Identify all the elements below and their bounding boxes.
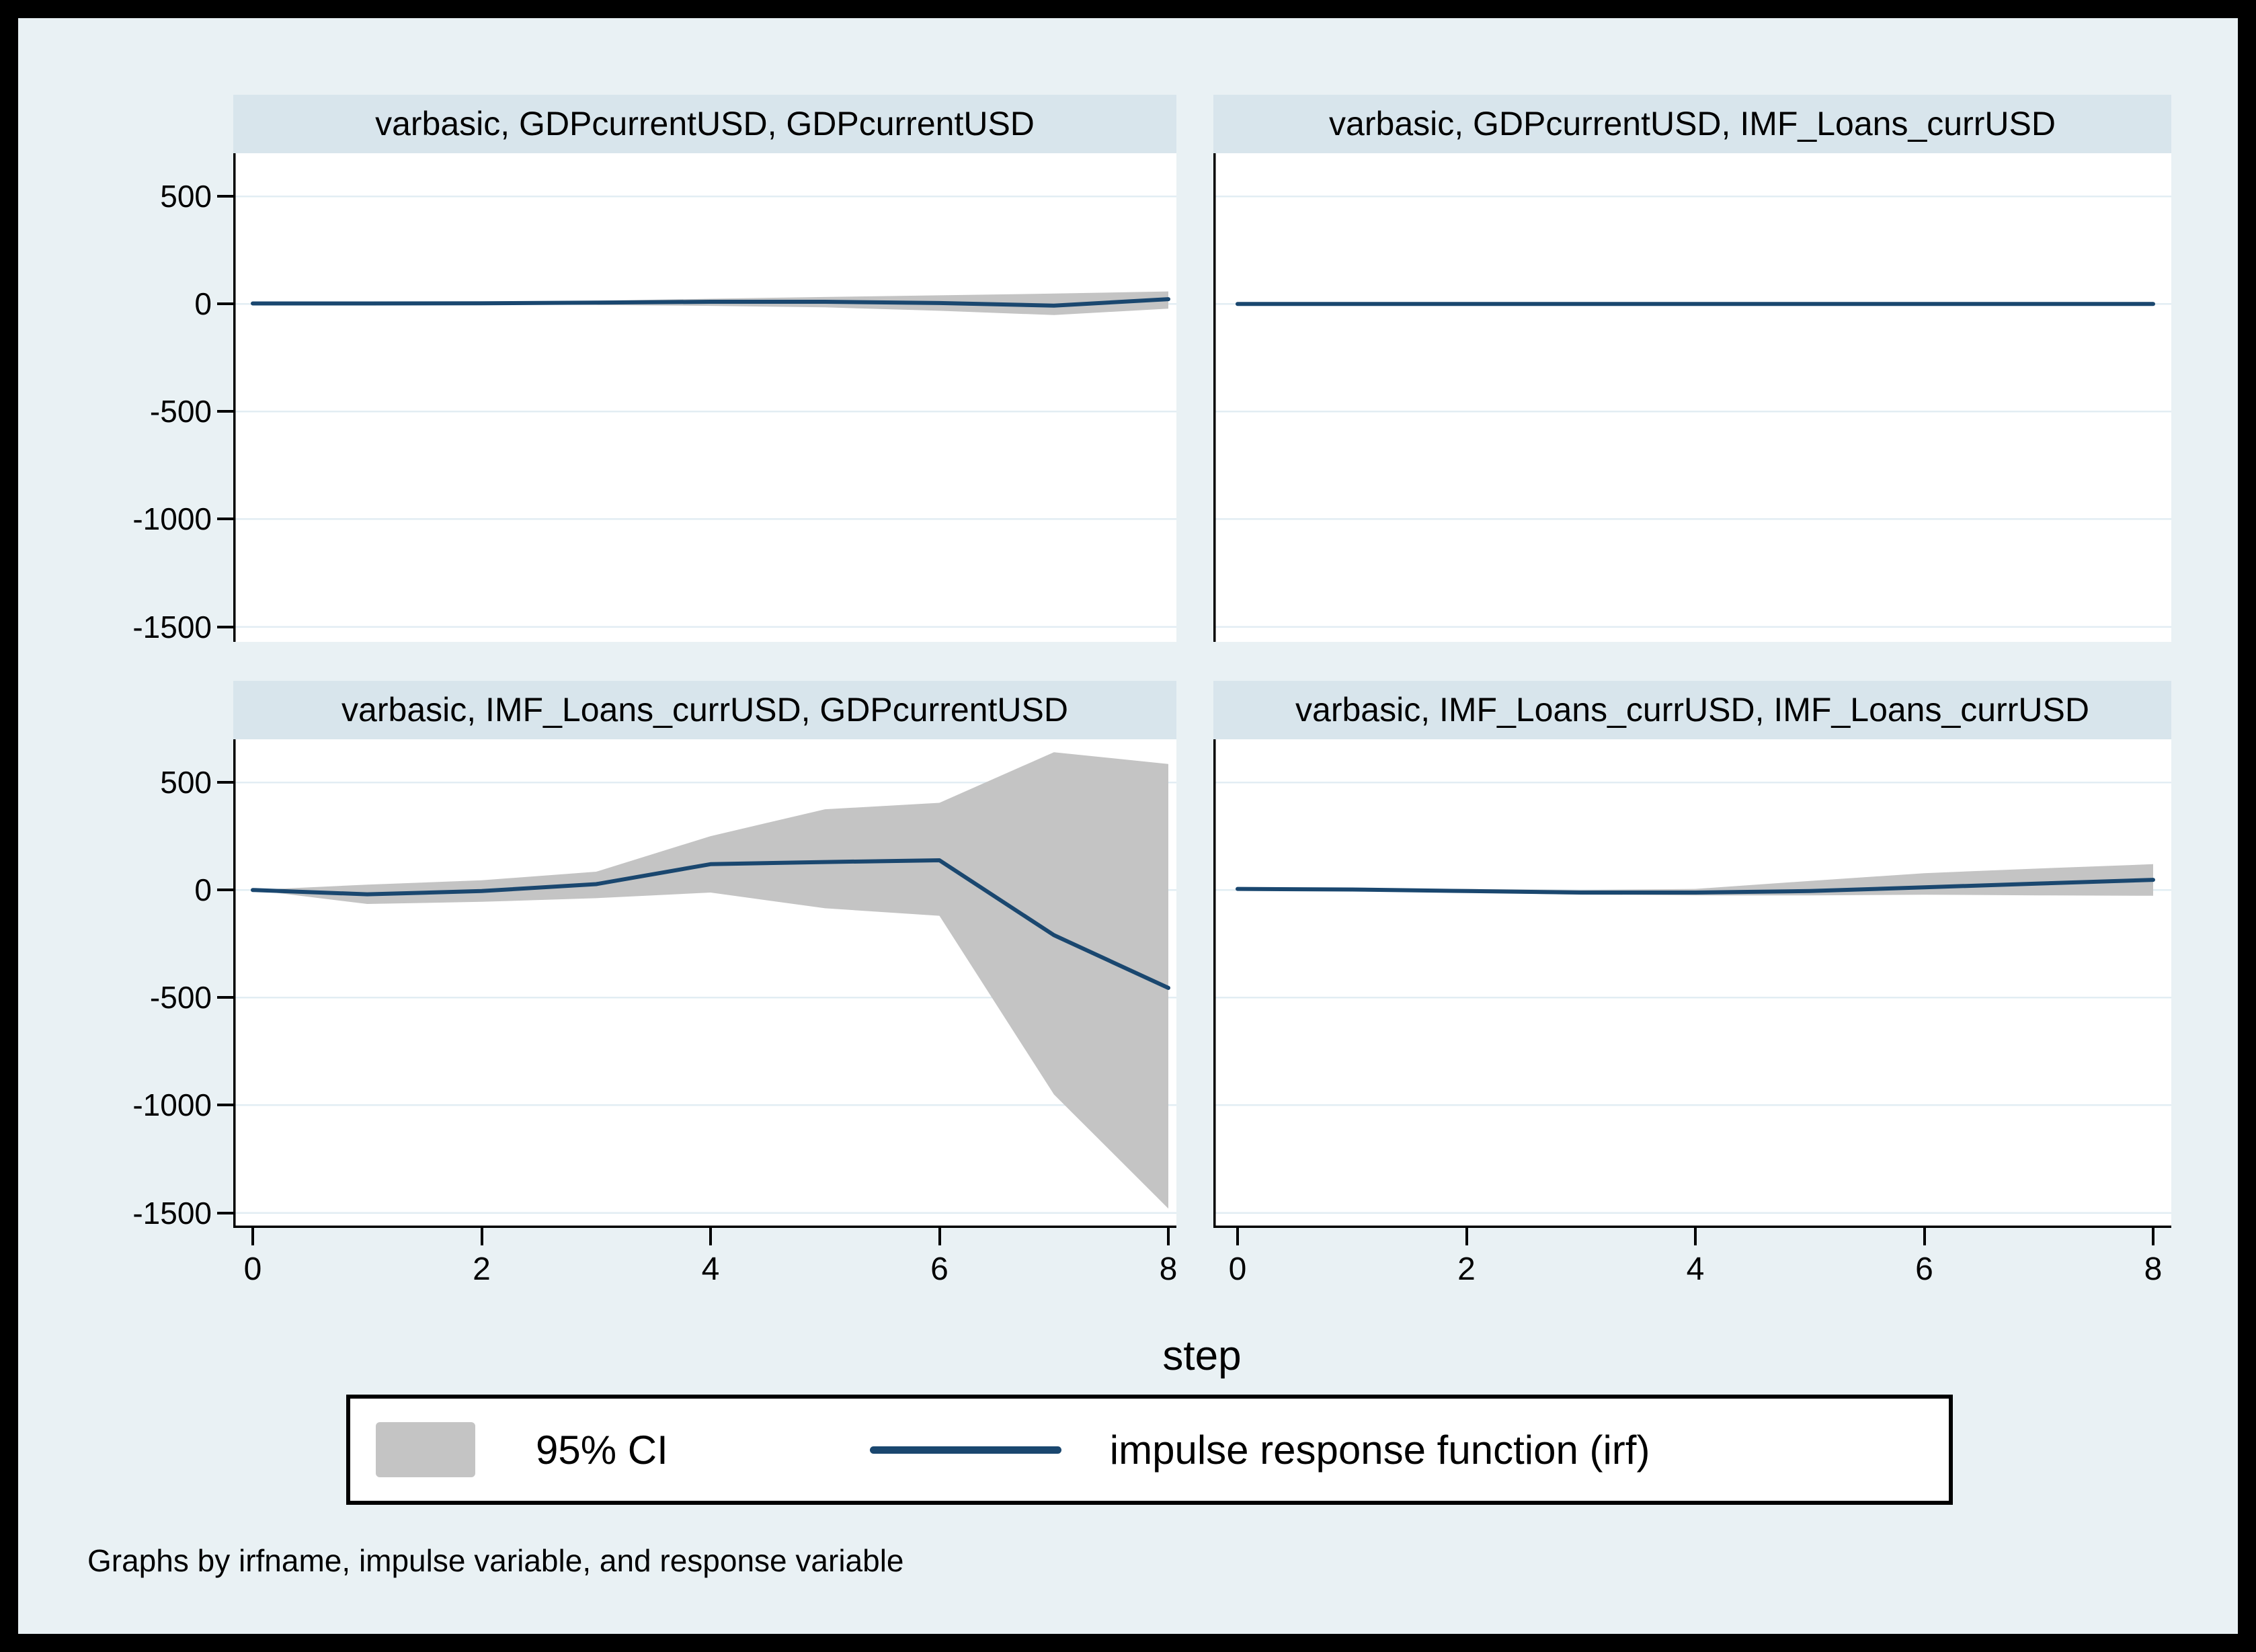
y-tick-label: 500 bbox=[160, 765, 212, 800]
panel-title-imf-imf: varbasic, IMF_Loans_currUSD, IMF_Loans_c… bbox=[1213, 681, 2171, 739]
panel-title-text: varbasic, GDPcurrentUSD, GDPcurrentUSD bbox=[375, 105, 1035, 142]
x-tick-label: 6 bbox=[1915, 1251, 1933, 1287]
x-axis-tick bbox=[709, 1228, 712, 1245]
y-tick-label: 500 bbox=[160, 179, 212, 214]
x-axis-tick bbox=[1465, 1228, 1468, 1245]
graph-canvas: varbasic, GDPcurrentUSD, GDPcurrentUSD v… bbox=[18, 18, 2238, 1634]
irf-line bbox=[251, 858, 1170, 990]
x-tick-label: 4 bbox=[1686, 1251, 1705, 1287]
y-axis-tick bbox=[217, 889, 233, 892]
y-tick-label: 0 bbox=[194, 286, 212, 322]
x-axis-tick bbox=[1694, 1228, 1697, 1245]
irf-plot-gdp-imf bbox=[1213, 153, 2171, 642]
x-axis-tick bbox=[2152, 1228, 2154, 1245]
panel-title-text: varbasic, IMF_Loans_currUSD, IMF_Loans_c… bbox=[1295, 691, 2089, 729]
x-axis-tick bbox=[480, 1228, 483, 1245]
irf-line bbox=[251, 297, 1170, 308]
graphs-by-note: Graphs by irfname, impulse variable, and… bbox=[87, 1543, 904, 1578]
panel-title-gdp-imf: varbasic, GDPcurrentUSD, IMF_Loans_currU… bbox=[1213, 95, 2171, 153]
x-axis-tick bbox=[938, 1228, 941, 1245]
x-axis-title: step bbox=[1162, 1333, 1242, 1379]
panel-title-text: varbasic, GDPcurrentUSD, IMF_Loans_currU… bbox=[1329, 105, 2056, 142]
y-tick-label: -1000 bbox=[132, 1087, 212, 1123]
panel-title-imf-gdp: varbasic, IMF_Loans_currUSD, GDPcurrentU… bbox=[233, 681, 1176, 739]
irf-legend-label: impulse response function (irf) bbox=[1109, 1427, 1650, 1473]
y-axis-tick bbox=[217, 781, 233, 784]
panel-title-text: varbasic, IMF_Loans_currUSD, GDPcurrentU… bbox=[341, 691, 1068, 729]
ci-legend-label: 95% CI bbox=[536, 1427, 668, 1473]
x-tick-label: 0 bbox=[243, 1251, 262, 1287]
irf-line bbox=[1236, 878, 2155, 895]
x-tick-label: 6 bbox=[930, 1251, 949, 1287]
irf-plot-gdp-gdp bbox=[233, 153, 1176, 642]
y-axis-tick bbox=[217, 518, 233, 521]
irf-plot-imf-gdp bbox=[233, 739, 1176, 1228]
y-axis-tick bbox=[217, 410, 233, 413]
x-axis-tick bbox=[1167, 1228, 1170, 1245]
panel-title-gdp-gdp: varbasic, GDPcurrentUSD, GDPcurrentUSD bbox=[233, 95, 1176, 153]
y-tick-label: -1000 bbox=[132, 501, 212, 537]
y-axis-tick bbox=[217, 302, 233, 306]
x-tick-label: 4 bbox=[701, 1251, 720, 1287]
y-tick-label: 0 bbox=[194, 872, 212, 908]
ci-band bbox=[253, 752, 1168, 1209]
y-axis-tick bbox=[217, 195, 233, 198]
irf-line-swatch bbox=[869, 1446, 1061, 1454]
y-tick-label: -1500 bbox=[132, 1195, 212, 1231]
x-axis-tick bbox=[1923, 1228, 1926, 1245]
irf-plot-imf-imf bbox=[1213, 739, 2171, 1228]
y-axis-tick bbox=[217, 1211, 233, 1214]
x-tick-label: 2 bbox=[473, 1251, 491, 1287]
y-axis-tick bbox=[217, 1104, 233, 1107]
legend: 95% CI impulse response function (irf) bbox=[346, 1395, 1953, 1505]
y-axis-tick bbox=[217, 996, 233, 999]
y-tick-label: -1500 bbox=[132, 609, 212, 645]
x-tick-label: 8 bbox=[2144, 1251, 2163, 1287]
x-axis-tick bbox=[251, 1228, 254, 1245]
ci-band-swatch bbox=[376, 1422, 475, 1477]
y-tick-label: -500 bbox=[149, 394, 212, 429]
y-tick-label: -500 bbox=[149, 980, 212, 1016]
x-tick-label: 2 bbox=[1457, 1251, 1476, 1287]
x-axis-tick bbox=[1236, 1228, 1239, 1245]
x-tick-label: 0 bbox=[1228, 1251, 1247, 1287]
x-tick-label: 8 bbox=[1159, 1251, 1178, 1287]
y-axis-tick bbox=[217, 625, 233, 628]
